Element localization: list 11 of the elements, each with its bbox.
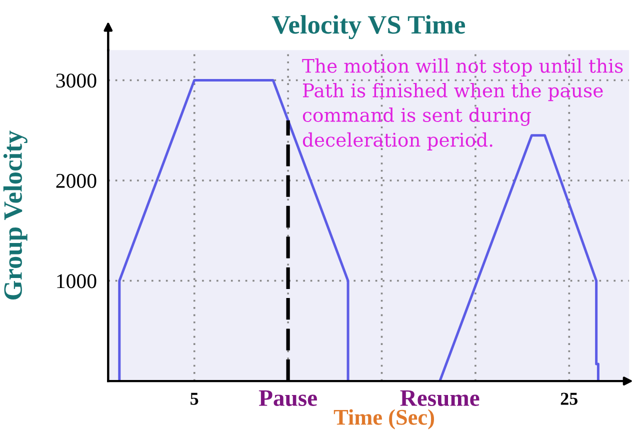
y-tick-label: 3000 [56, 74, 96, 88]
annotation: The motion will not stop until this Path is finished when the pause command is sent during deceleration period. [302, 58, 623, 150]
x-axis-title: Time (Sec) [334, 409, 434, 430]
y-axis-title: Group Velocity [3, 130, 28, 300]
y-tick-label: 2000 [56, 174, 96, 188]
chart-title: Velocity VS Time [272, 15, 465, 40]
annotation: Resume [400, 390, 480, 406]
x-tick-label: 5 [190, 392, 198, 405]
y-tick-label: 1000 [57, 274, 96, 288]
x-tick-label: 25 [560, 392, 578, 405]
annotation: Pause [258, 390, 317, 406]
